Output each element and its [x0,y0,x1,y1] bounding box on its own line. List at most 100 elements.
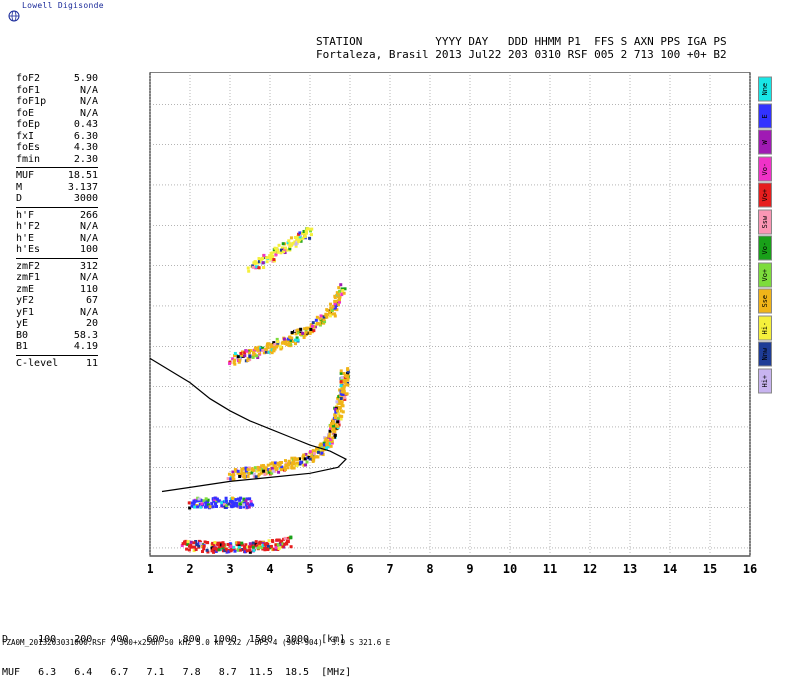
echo-mark [269,255,273,259]
echo-mark [344,378,348,382]
echo-mark [271,461,275,465]
echo-mark [280,341,284,345]
param-row-b0: B0 58.3 [16,330,98,342]
echo-mark [193,505,197,509]
echo-mark [203,505,207,509]
param-value: 18.51 [67,170,98,181]
echo-mark [310,324,314,328]
echo-mark [229,473,233,477]
param-row-fof1p: foF1p N/A [16,96,98,108]
echo-mark [205,541,209,545]
echo-mark [216,541,220,545]
echo-mark [264,350,268,354]
echo-mark [308,236,312,240]
echo-mark [299,233,303,237]
echo-mark [310,227,314,231]
echo-mark [276,250,280,254]
echo-mark [188,506,192,510]
echo-mark [312,451,316,455]
echo-mark [301,236,305,240]
echo-mark [248,542,252,546]
echo-mark [262,469,266,473]
echo-mark [309,233,313,237]
echo-mark [267,539,271,543]
echo-mark [206,550,210,554]
echo-mark [333,407,337,411]
echo-mark [237,543,241,547]
echo-mark [250,467,254,471]
echo-mark [204,501,208,505]
echo-mark [296,234,300,238]
echo-mark [328,432,332,436]
echo-mark [335,308,339,312]
echo-mark [292,460,296,464]
echo-mark [248,497,252,501]
x-tick-label: 8 [426,562,433,576]
echo-mark [266,256,270,260]
echo-mark [296,328,300,332]
echo-mark [340,376,344,380]
echo-mark [301,455,305,459]
echo-mark [222,542,226,546]
echo-mark [337,412,341,416]
echo-mark [331,424,335,428]
echo-mark [211,505,215,509]
param-row-foes: foEs 4.30 [16,142,98,154]
echo-mark [338,300,342,304]
echo-mark [322,443,326,447]
echo-mark [334,414,338,418]
echo-mark [276,249,280,253]
echo-mark [284,341,288,345]
param-row-b1: B1 4.19 [16,341,98,353]
echo-mark [330,306,334,310]
echo-mark [253,262,257,266]
echo-mark [184,539,188,543]
echo-mark [270,539,274,543]
echo-mark [284,541,288,545]
echo-mark [255,354,259,358]
echo-mark [220,504,224,508]
echo-mark [274,543,278,547]
echo-mark [264,347,268,351]
echo-mark [336,424,340,428]
echo-mark [327,441,331,445]
echo-mark [248,550,252,554]
param-value: 4.19 [73,341,98,352]
echo-mark [206,498,210,502]
echo-mark [237,541,241,545]
echo-mark [311,321,315,325]
echo-mark [305,460,309,464]
echo-mark [246,468,250,472]
echo-mark [202,547,206,551]
echo-mark [215,548,219,552]
echo-mark [238,472,242,476]
echo-mark [289,545,293,549]
echo-mark [185,547,189,551]
echo-mark [253,466,257,470]
param-name: MUF [16,170,35,181]
echo-mark [322,318,326,322]
echo-mark [276,340,280,344]
echo-mark [215,497,219,501]
echo-mark [278,345,282,349]
param-row-ye: yE 20 [16,318,98,330]
echo-mark [324,446,328,450]
echo-mark [261,541,265,545]
echo-mark [329,444,333,448]
echo-mark [205,505,209,509]
echo-mark [221,541,225,545]
echo-mark [197,497,201,501]
echo-mark [251,545,255,549]
param-value: 312 [79,260,98,272]
echo-mark [213,540,217,544]
echo-mark [202,499,206,503]
echo-mark [336,396,340,400]
echo-mark [295,336,299,340]
param-name: h'Es [16,244,41,255]
echo-mark [258,468,262,472]
echo-mark [243,351,247,355]
echo-mark [241,354,245,358]
param-name: fmin [16,153,41,165]
echo-mark [323,320,327,324]
echo-mark [192,549,196,553]
